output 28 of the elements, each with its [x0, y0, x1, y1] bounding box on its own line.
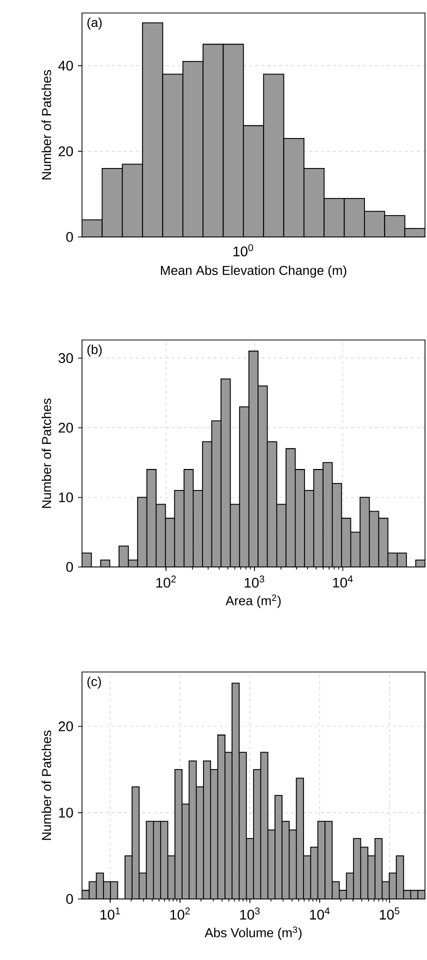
x-tick-label: 10$^{3}$ [240, 908, 260, 920]
annotation: (a) [87, 18, 102, 30]
y-tick-label: 20 [58, 721, 73, 732]
annotation: (b) [87, 344, 102, 357]
y-axis-title: Number of Patches [42, 730, 52, 840]
x-tick-label: 10$^{1}$ [100, 908, 120, 920]
x-tick-label: 10$^{4}$ [333, 576, 353, 588]
x-tick-label: 10$^{4}$ [310, 908, 330, 920]
x-tick-label: 10$^{3}$ [244, 576, 264, 588]
x-tick-label: 10$^{2}$ [156, 576, 176, 588]
x-axis-title: Area (m$^{2}$) [226, 594, 281, 608]
y-axis-title: Number of Patches [42, 398, 52, 508]
y-tick-label: 0 [66, 894, 73, 904]
x-tick-label: 10$^{5}$ [380, 908, 400, 920]
y-tick-label: 10 [59, 492, 73, 502]
x-axis-title: Mean Abs Elevation Change (m) [160, 266, 346, 278]
y-tick-label: 10 [59, 808, 73, 818]
x-tick-label: 10$^{2}$ [170, 908, 190, 920]
y-tick-label: 0 [66, 562, 73, 572]
y-tick-label: 20 [58, 146, 73, 156]
x-axis-title: Abs Volume (m$^{3}$) [204, 926, 302, 940]
y-tick-label: 20 [58, 422, 73, 433]
y-tick-label: 30 [58, 353, 73, 364]
y-axis-title: Number of Patches [42, 70, 52, 180]
text: 10$^{0}$ [234, 244, 254, 256]
y-tick-label: 40 [58, 60, 73, 71]
annotation: (c) [87, 676, 101, 689]
y-tick-label: 0 [66, 232, 73, 242]
